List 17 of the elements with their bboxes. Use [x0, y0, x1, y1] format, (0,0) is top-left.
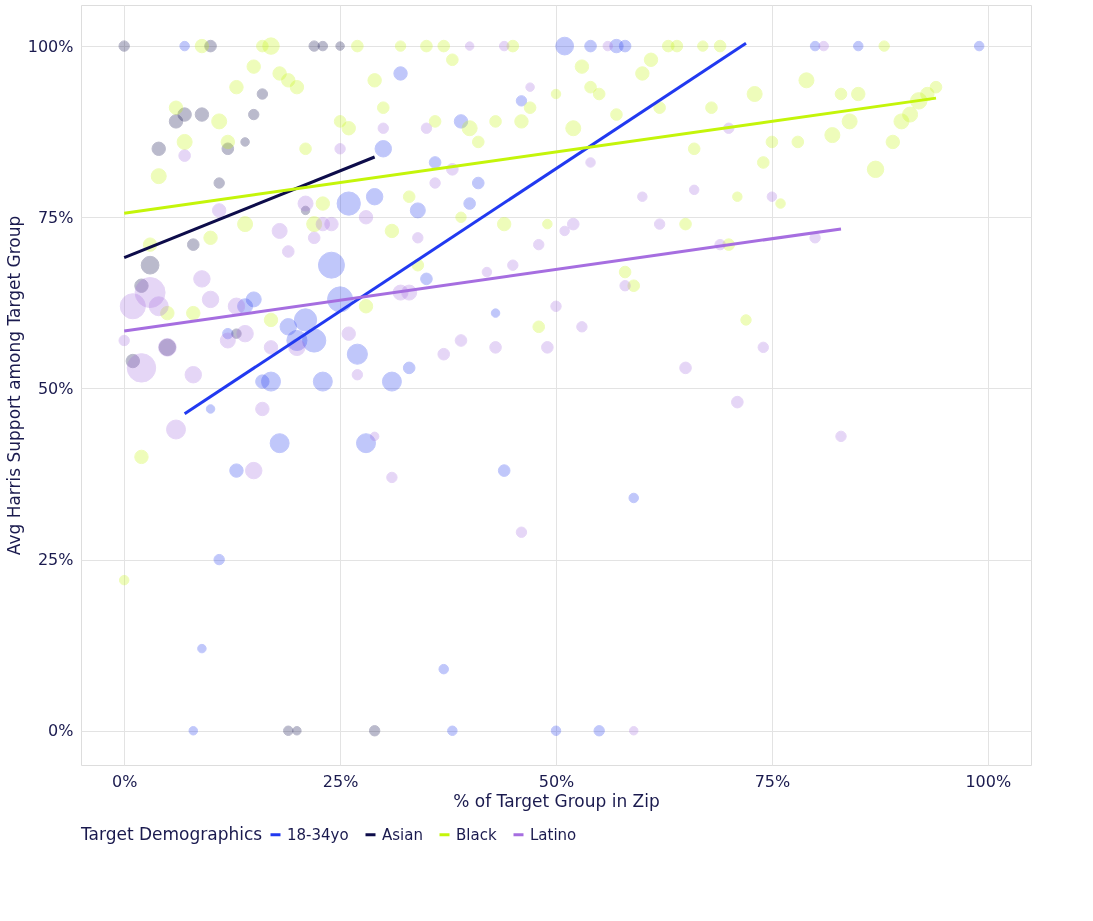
- legend-label: Asian: [382, 825, 423, 844]
- x-tick-label: 100%: [965, 771, 1012, 791]
- y-tick-label: 50%: [37, 378, 74, 398]
- x-tick-label: 25%: [322, 771, 359, 791]
- x-tick-label: 50%: [538, 771, 575, 791]
- legend-label: 18-34yo: [287, 825, 349, 844]
- y-tick-label: 100%: [27, 36, 74, 56]
- x-axis-title: % of Target Group in Zip: [453, 790, 660, 811]
- x-tick-label: 0%: [111, 771, 138, 791]
- legend-label: Black: [456, 825, 497, 844]
- y-tick-label: 75%: [37, 207, 74, 227]
- legend-label: Latino: [530, 825, 577, 844]
- y-tick-label: 0%: [48, 721, 74, 741]
- x-tick-label: 75%: [754, 771, 791, 791]
- y-tick-label: 25%: [37, 550, 74, 570]
- legend-title: Target Demographics: [80, 824, 263, 844]
- y-axis-title: Avg Harris Support among Target Group: [3, 215, 24, 556]
